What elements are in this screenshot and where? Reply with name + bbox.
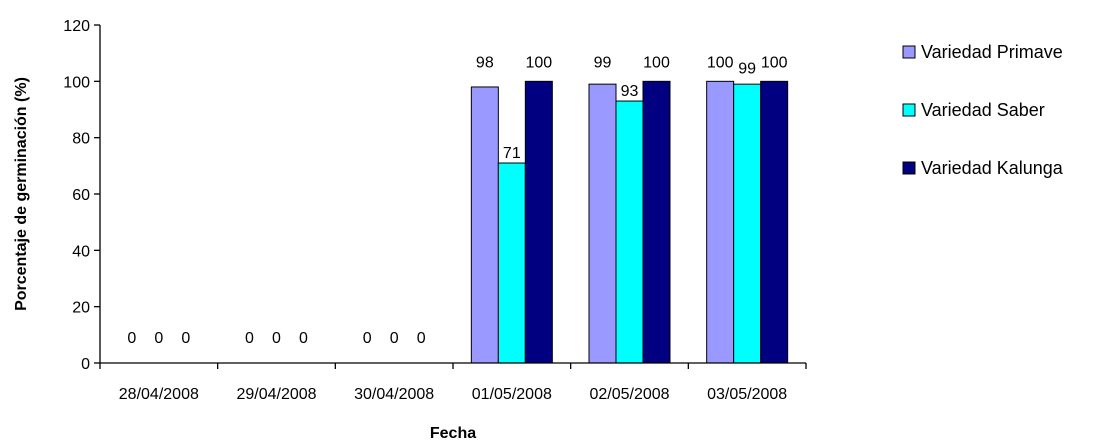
data-label: 100 bbox=[643, 54, 670, 71]
y-tick-label: 20 bbox=[72, 300, 90, 317]
y-tick-label: 0 bbox=[81, 356, 90, 373]
data-label: 100 bbox=[707, 54, 734, 71]
legend: Variedad Primave Variedad Saber Variedad K… bbox=[902, 42, 1064, 178]
data-label: 99 bbox=[594, 54, 612, 71]
bar bbox=[524, 80, 553, 364]
data-label: 0 bbox=[417, 330, 426, 347]
y-tick-label: 100 bbox=[63, 74, 90, 91]
legend-swatch bbox=[902, 161, 916, 175]
legend-label: Variedad Kalunga bbox=[921, 158, 1064, 178]
legend-swatch bbox=[902, 45, 916, 59]
data-label: 0 bbox=[363, 330, 372, 347]
bar bbox=[588, 83, 617, 364]
data-label: 100 bbox=[761, 54, 788, 71]
y-tick-label: 60 bbox=[72, 187, 90, 204]
data-label: 99 bbox=[738, 60, 756, 77]
bar bbox=[733, 83, 762, 364]
x-tick-label: 02/05/2008 bbox=[589, 386, 669, 403]
y-ticks-layer: 0 20 40 60 80 100 120 bbox=[63, 18, 100, 373]
bar bbox=[497, 162, 526, 364]
data-label: 0 bbox=[245, 330, 254, 347]
legend-swatch bbox=[902, 103, 916, 117]
y-axis-title: Porcentaje de germinación (%) bbox=[13, 77, 30, 311]
bar bbox=[615, 100, 644, 364]
data-label: 0 bbox=[181, 330, 190, 347]
data-label: 0 bbox=[272, 330, 281, 347]
x-tick-label: 30/04/2008 bbox=[354, 386, 434, 403]
legend-label: Variedad Saber bbox=[921, 100, 1045, 120]
x-tick-label: 03/05/2008 bbox=[707, 386, 787, 403]
x-axis-title: Fecha bbox=[430, 425, 476, 441]
bar bbox=[760, 80, 789, 364]
data-label: 0 bbox=[390, 330, 399, 347]
x-tick-label: 28/04/2008 bbox=[119, 386, 199, 403]
y-tick-label: 80 bbox=[72, 131, 90, 148]
legend-label: Variedad Primave bbox=[921, 42, 1063, 62]
data-label: 98 bbox=[476, 54, 494, 71]
axes-layer bbox=[99, 25, 806, 364]
data-label: 100 bbox=[525, 54, 552, 71]
data-label: 0 bbox=[127, 330, 136, 347]
x-ticks-layer: 28/04/2008 29/04/2008 30/04/2008 01/05/2008… bbox=[99, 363, 807, 403]
bar bbox=[470, 86, 499, 364]
data-label: 71 bbox=[503, 145, 521, 162]
data-label: 0 bbox=[154, 330, 163, 347]
x-tick-label: 29/04/2008 bbox=[236, 386, 316, 403]
data-label: 93 bbox=[621, 83, 639, 100]
bar bbox=[642, 80, 671, 364]
y-tick-label: 120 bbox=[63, 18, 90, 35]
y-tick-label: 40 bbox=[72, 243, 90, 260]
x-tick-label: 01/05/2008 bbox=[472, 386, 552, 403]
bars-layer bbox=[470, 80, 789, 364]
bar bbox=[706, 80, 735, 364]
data-label: 0 bbox=[299, 330, 308, 347]
